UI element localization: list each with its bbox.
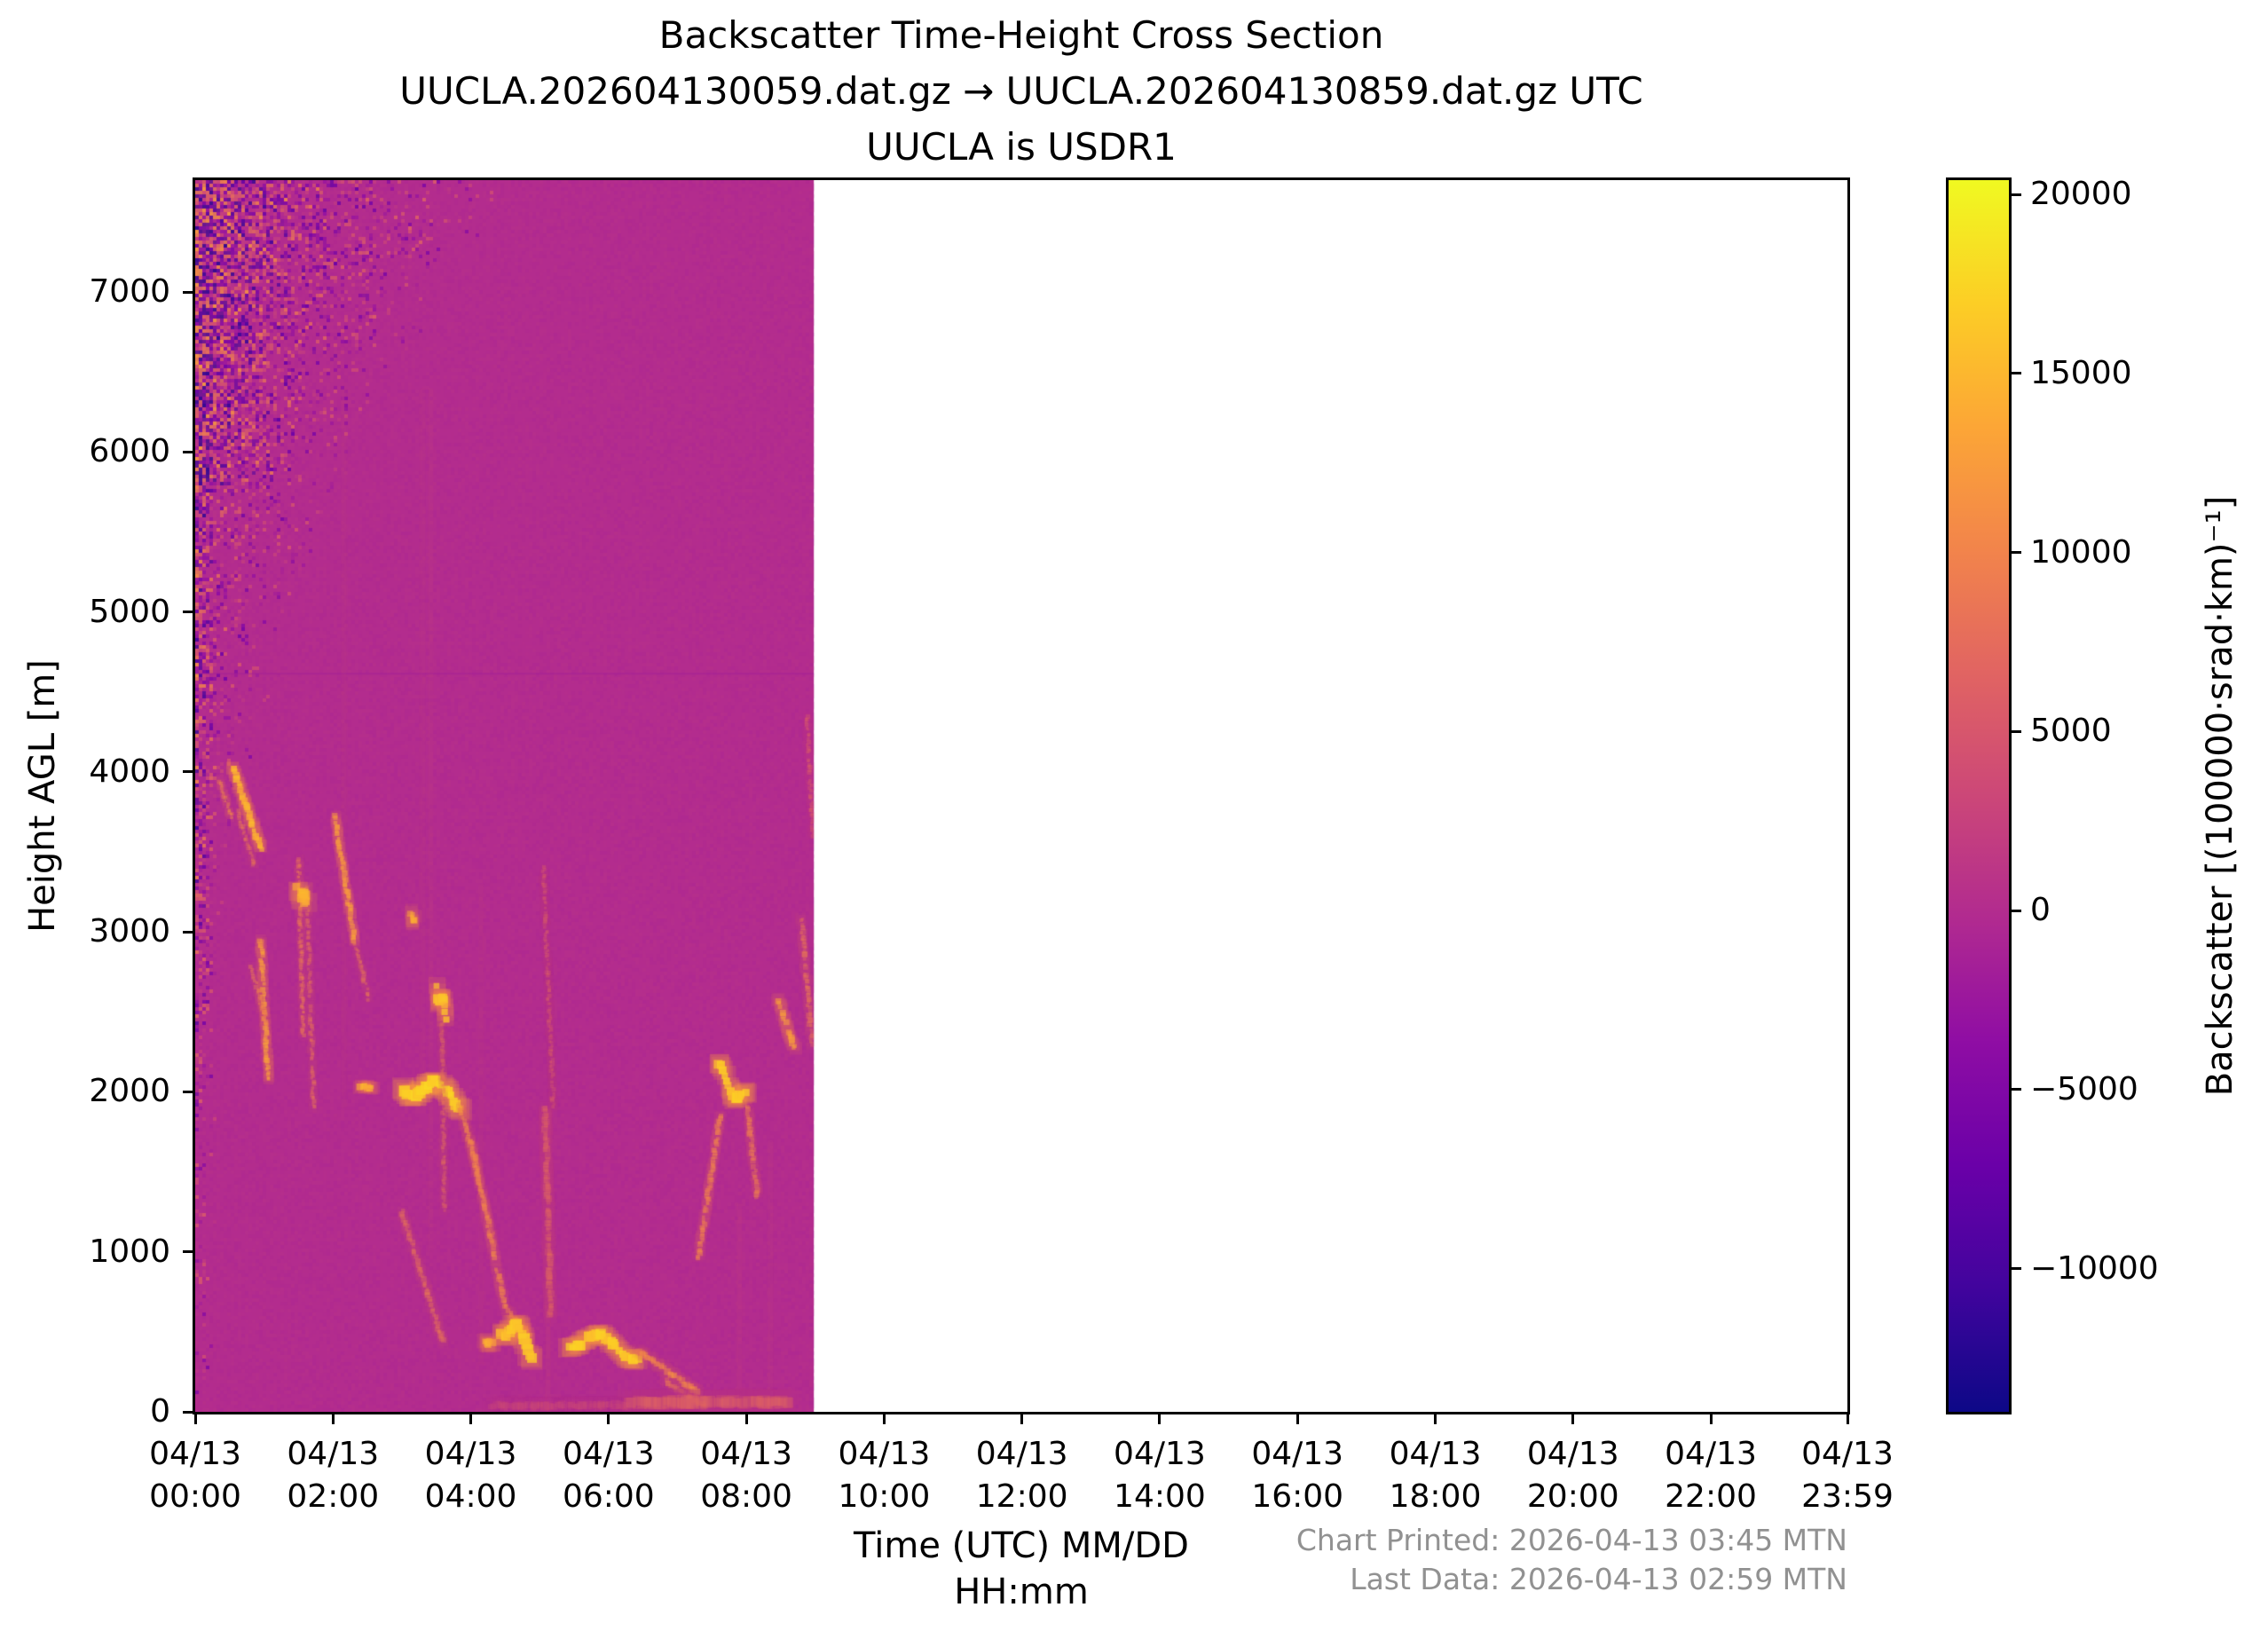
x-tick-label: 04/13 18:00 bbox=[1389, 1436, 1482, 1515]
y-tick-mark bbox=[183, 770, 195, 774]
x-tick-label: 04/13 04:00 bbox=[424, 1436, 517, 1515]
colorbar-tick-label: 0 bbox=[2030, 892, 2051, 929]
y-tick-mark bbox=[183, 450, 195, 453]
x-tick-label: 04/13 00:00 bbox=[149, 1436, 241, 1515]
y-tick-label: 4000 bbox=[89, 752, 170, 790]
x-tick-mark bbox=[1709, 1412, 1713, 1424]
x-axis-label-line2: HH:mm bbox=[954, 1572, 1089, 1612]
title-block: Backscatter Time-Height Cross Section UU… bbox=[195, 7, 1847, 175]
colorbar-tick-label: −5000 bbox=[2030, 1070, 2138, 1107]
colorbar-border bbox=[1946, 177, 2012, 1414]
y-tick-label: 5000 bbox=[89, 593, 170, 630]
heatmap-canvas bbox=[195, 180, 1847, 1412]
x-tick-mark bbox=[1020, 1412, 1024, 1424]
colorbar-tick-label: 10000 bbox=[2030, 533, 2132, 571]
y-tick-label: 2000 bbox=[89, 1073, 170, 1110]
x-axis-label: Time (UTC) MM/DD HH:mm bbox=[195, 1523, 1847, 1615]
colorbar-tick-mark bbox=[2009, 909, 2021, 912]
x-tick-label: 04/13 06:00 bbox=[562, 1436, 655, 1515]
y-tick-mark bbox=[183, 611, 195, 614]
x-tick-mark bbox=[882, 1412, 886, 1424]
y-tick-label: 7000 bbox=[89, 273, 170, 311]
x-tick-mark bbox=[469, 1412, 473, 1424]
y-tick-mark bbox=[183, 290, 195, 294]
chart-subtitle-files: UUCLA.202604130059.dat.gz → UUCLA.202604… bbox=[399, 69, 1643, 113]
y-tick-label: 3000 bbox=[89, 913, 170, 950]
x-tick-mark bbox=[331, 1412, 335, 1424]
colorbar-tick-mark bbox=[2009, 729, 2021, 733]
x-tick-label: 04/13 02:00 bbox=[287, 1436, 380, 1515]
y-tick-mark bbox=[183, 1090, 195, 1093]
footer-last-data: Last Data: 2026-04-13 02:59 MTN bbox=[1350, 1562, 1847, 1596]
colorbar-tick-mark bbox=[2009, 372, 2021, 375]
chart-title: Backscatter Time-Height Cross Section bbox=[658, 13, 1384, 57]
x-axis-label-line1: Time (UTC) MM/DD bbox=[854, 1525, 1189, 1566]
colorbar-tick-mark bbox=[2009, 1088, 2021, 1091]
x-tick-mark bbox=[193, 1412, 197, 1424]
colorbar-label: Backscatter [(100000·srad·km)⁻¹] bbox=[2200, 495, 2240, 1097]
colorbar bbox=[1949, 180, 2009, 1412]
y-tick-label: 6000 bbox=[89, 433, 170, 470]
x-tick-mark bbox=[607, 1412, 610, 1424]
x-tick-label: 04/13 20:00 bbox=[1526, 1436, 1619, 1515]
x-tick-mark bbox=[744, 1412, 748, 1424]
colorbar-tick-mark bbox=[2009, 193, 2021, 196]
colorbar-tick-mark bbox=[2009, 551, 2021, 555]
x-tick-label: 04/13 22:00 bbox=[1665, 1436, 1757, 1515]
footer-block: Chart Printed: 2026-04-13 03:45 MTN Last… bbox=[1296, 1521, 1847, 1599]
colorbar-tick-label: 15000 bbox=[2030, 354, 2132, 391]
y-tick-mark bbox=[183, 1250, 195, 1254]
x-tick-label: 04/13 08:00 bbox=[700, 1436, 792, 1515]
colorbar-tick-label: 5000 bbox=[2030, 713, 2112, 750]
x-tick-mark bbox=[1295, 1412, 1299, 1424]
x-tick-label: 04/13 23:59 bbox=[1801, 1436, 1894, 1515]
x-tick-label: 04/13 14:00 bbox=[1114, 1436, 1206, 1515]
x-tick-mark bbox=[1846, 1412, 1849, 1424]
y-tick-label: 0 bbox=[150, 1393, 170, 1430]
colorbar-tick-label: 20000 bbox=[2030, 176, 2132, 213]
plot-border bbox=[193, 177, 1850, 1414]
x-tick-mark bbox=[1158, 1412, 1162, 1424]
footer-chart-printed: Chart Printed: 2026-04-13 03:45 MTN bbox=[1295, 1523, 1847, 1557]
x-tick-mark bbox=[1571, 1412, 1575, 1424]
x-tick-label: 04/13 16:00 bbox=[1251, 1436, 1344, 1515]
y-tick-mark bbox=[183, 1410, 195, 1414]
chart-subtitle-station: UUCLA is USDR1 bbox=[866, 125, 1177, 169]
colorbar-tick-label: −10000 bbox=[2030, 1249, 2159, 1287]
y-tick-mark bbox=[183, 930, 195, 934]
y-tick-label: 1000 bbox=[89, 1233, 170, 1270]
y-axis-label: Height AGL [m] bbox=[22, 659, 63, 933]
x-tick-label: 04/13 12:00 bbox=[975, 1436, 1068, 1515]
x-tick-mark bbox=[1433, 1412, 1437, 1424]
x-tick-label: 04/13 10:00 bbox=[838, 1436, 931, 1515]
colorbar-tick-mark bbox=[2009, 1267, 2021, 1271]
